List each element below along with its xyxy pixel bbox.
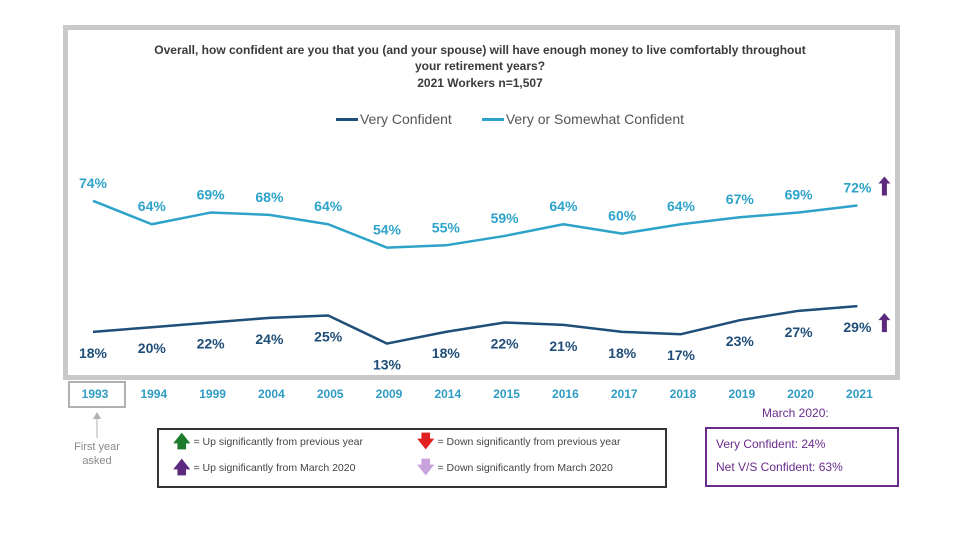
arrow-down-icon: 🡇	[417, 432, 435, 451]
x-tick-label: 2009	[376, 387, 403, 401]
march-2020-heading: March 2020:	[762, 406, 829, 420]
arrow-up-icon: 🡅	[173, 432, 191, 451]
legend-swatch	[481, 117, 504, 121]
chart-frame	[63, 25, 900, 380]
arrow-up-icon	[878, 176, 891, 196]
data-label: 69%	[785, 187, 814, 203]
x-tick-label: 2019	[728, 387, 755, 401]
data-label: 72%	[843, 180, 872, 196]
data-label: 60%	[608, 208, 637, 224]
data-label: 24%	[255, 331, 284, 347]
data-label: 22%	[491, 336, 520, 352]
arrow-up-icon	[878, 313, 891, 333]
first-year-box	[68, 381, 126, 408]
legend-label: Very or Somewhat Confident	[505, 111, 685, 127]
data-label: 64%	[667, 198, 696, 214]
x-tick-label: 2005	[317, 387, 344, 401]
data-label: 74%	[79, 175, 108, 191]
data-label: 64%	[314, 198, 343, 214]
arrow-up-icon: 🡅	[173, 458, 191, 477]
key-label: = Down significantly from March 2020	[437, 462, 613, 474]
chart-title: Overall, how confident are you that you …	[154, 43, 806, 73]
data-label: 68%	[255, 189, 284, 205]
data-label: 22%	[197, 336, 226, 352]
data-label: 67%	[726, 191, 755, 207]
data-label: 18%	[432, 345, 461, 361]
data-label: 59%	[491, 210, 520, 226]
chart-subtitle: 2021 Workers n=1,507	[417, 76, 543, 90]
legend: Very Confident Very or Somewhat Confiden…	[30, 111, 960, 127]
series-line-very-or-somewhat	[92, 199, 858, 249]
x-tick-label: 1993	[82, 387, 109, 401]
x-tick-label: 2016	[552, 387, 579, 401]
legend-label: Very Confident	[359, 111, 452, 127]
legend-item-very-or-somewhat: Very or Somewhat Confident	[481, 111, 685, 127]
legend-swatch	[335, 117, 358, 121]
x-tick-label: 2015	[493, 387, 520, 401]
key-down-prev: 🡇 = Down significantly from previous yea…	[417, 432, 621, 451]
data-label: 20%	[138, 340, 167, 356]
x-tick-label: 1999	[199, 387, 226, 401]
data-label: 29%	[843, 319, 872, 335]
key-label: = Down significantly from previous year	[437, 436, 621, 448]
key-up-prev: 🡅 = Up significantly from previous year	[173, 432, 364, 451]
key-label: = Up significantly from March 2020	[193, 462, 356, 474]
data-label: 23%	[726, 333, 755, 349]
x-tick-label: 2004	[258, 387, 285, 401]
data-label: 27%	[785, 324, 814, 340]
data-label: 69%	[197, 187, 226, 203]
first-year-note: First year asked	[74, 441, 120, 467]
march-net-confident: Net V/S Confident: 63%	[716, 460, 843, 474]
data-label: 17%	[667, 347, 696, 363]
data-label: 55%	[432, 219, 461, 235]
march-very-confident: Very Confident: 24%	[716, 437, 826, 451]
data-label: 21%	[549, 338, 578, 354]
x-tick-label: 2014	[434, 387, 461, 401]
pointer-arrow-icon	[93, 412, 101, 419]
data-label: 18%	[79, 345, 108, 361]
legend-item-very-confident: Very Confident	[335, 111, 452, 127]
data-label: 25%	[314, 329, 343, 345]
series-line-very-confident	[92, 304, 858, 345]
key-down-march: 🡇 = Down significantly from March 2020	[417, 458, 613, 477]
significance-key: 🡅 = Up significantly from previous year …	[157, 428, 667, 488]
data-label: 64%	[138, 198, 167, 214]
x-tick-label: 2020	[787, 387, 814, 401]
march-2020-box: Very Confident: 24% Net V/S Confident: 6…	[705, 427, 899, 487]
data-label: 18%	[608, 345, 637, 361]
x-tick-label: 1994	[140, 387, 167, 401]
arrow-down-icon: 🡇	[417, 458, 435, 477]
data-label: 13%	[373, 357, 402, 373]
x-tick-label: 2017	[611, 387, 638, 401]
data-label: 54%	[373, 222, 402, 238]
key-label: = Up significantly from previous year	[193, 436, 364, 448]
x-tick-label: 2018	[670, 387, 697, 401]
key-up-march: 🡅 = Up significantly from March 2020	[173, 458, 356, 477]
x-tick-label: 2021	[846, 387, 873, 401]
data-label: 64%	[549, 198, 578, 214]
